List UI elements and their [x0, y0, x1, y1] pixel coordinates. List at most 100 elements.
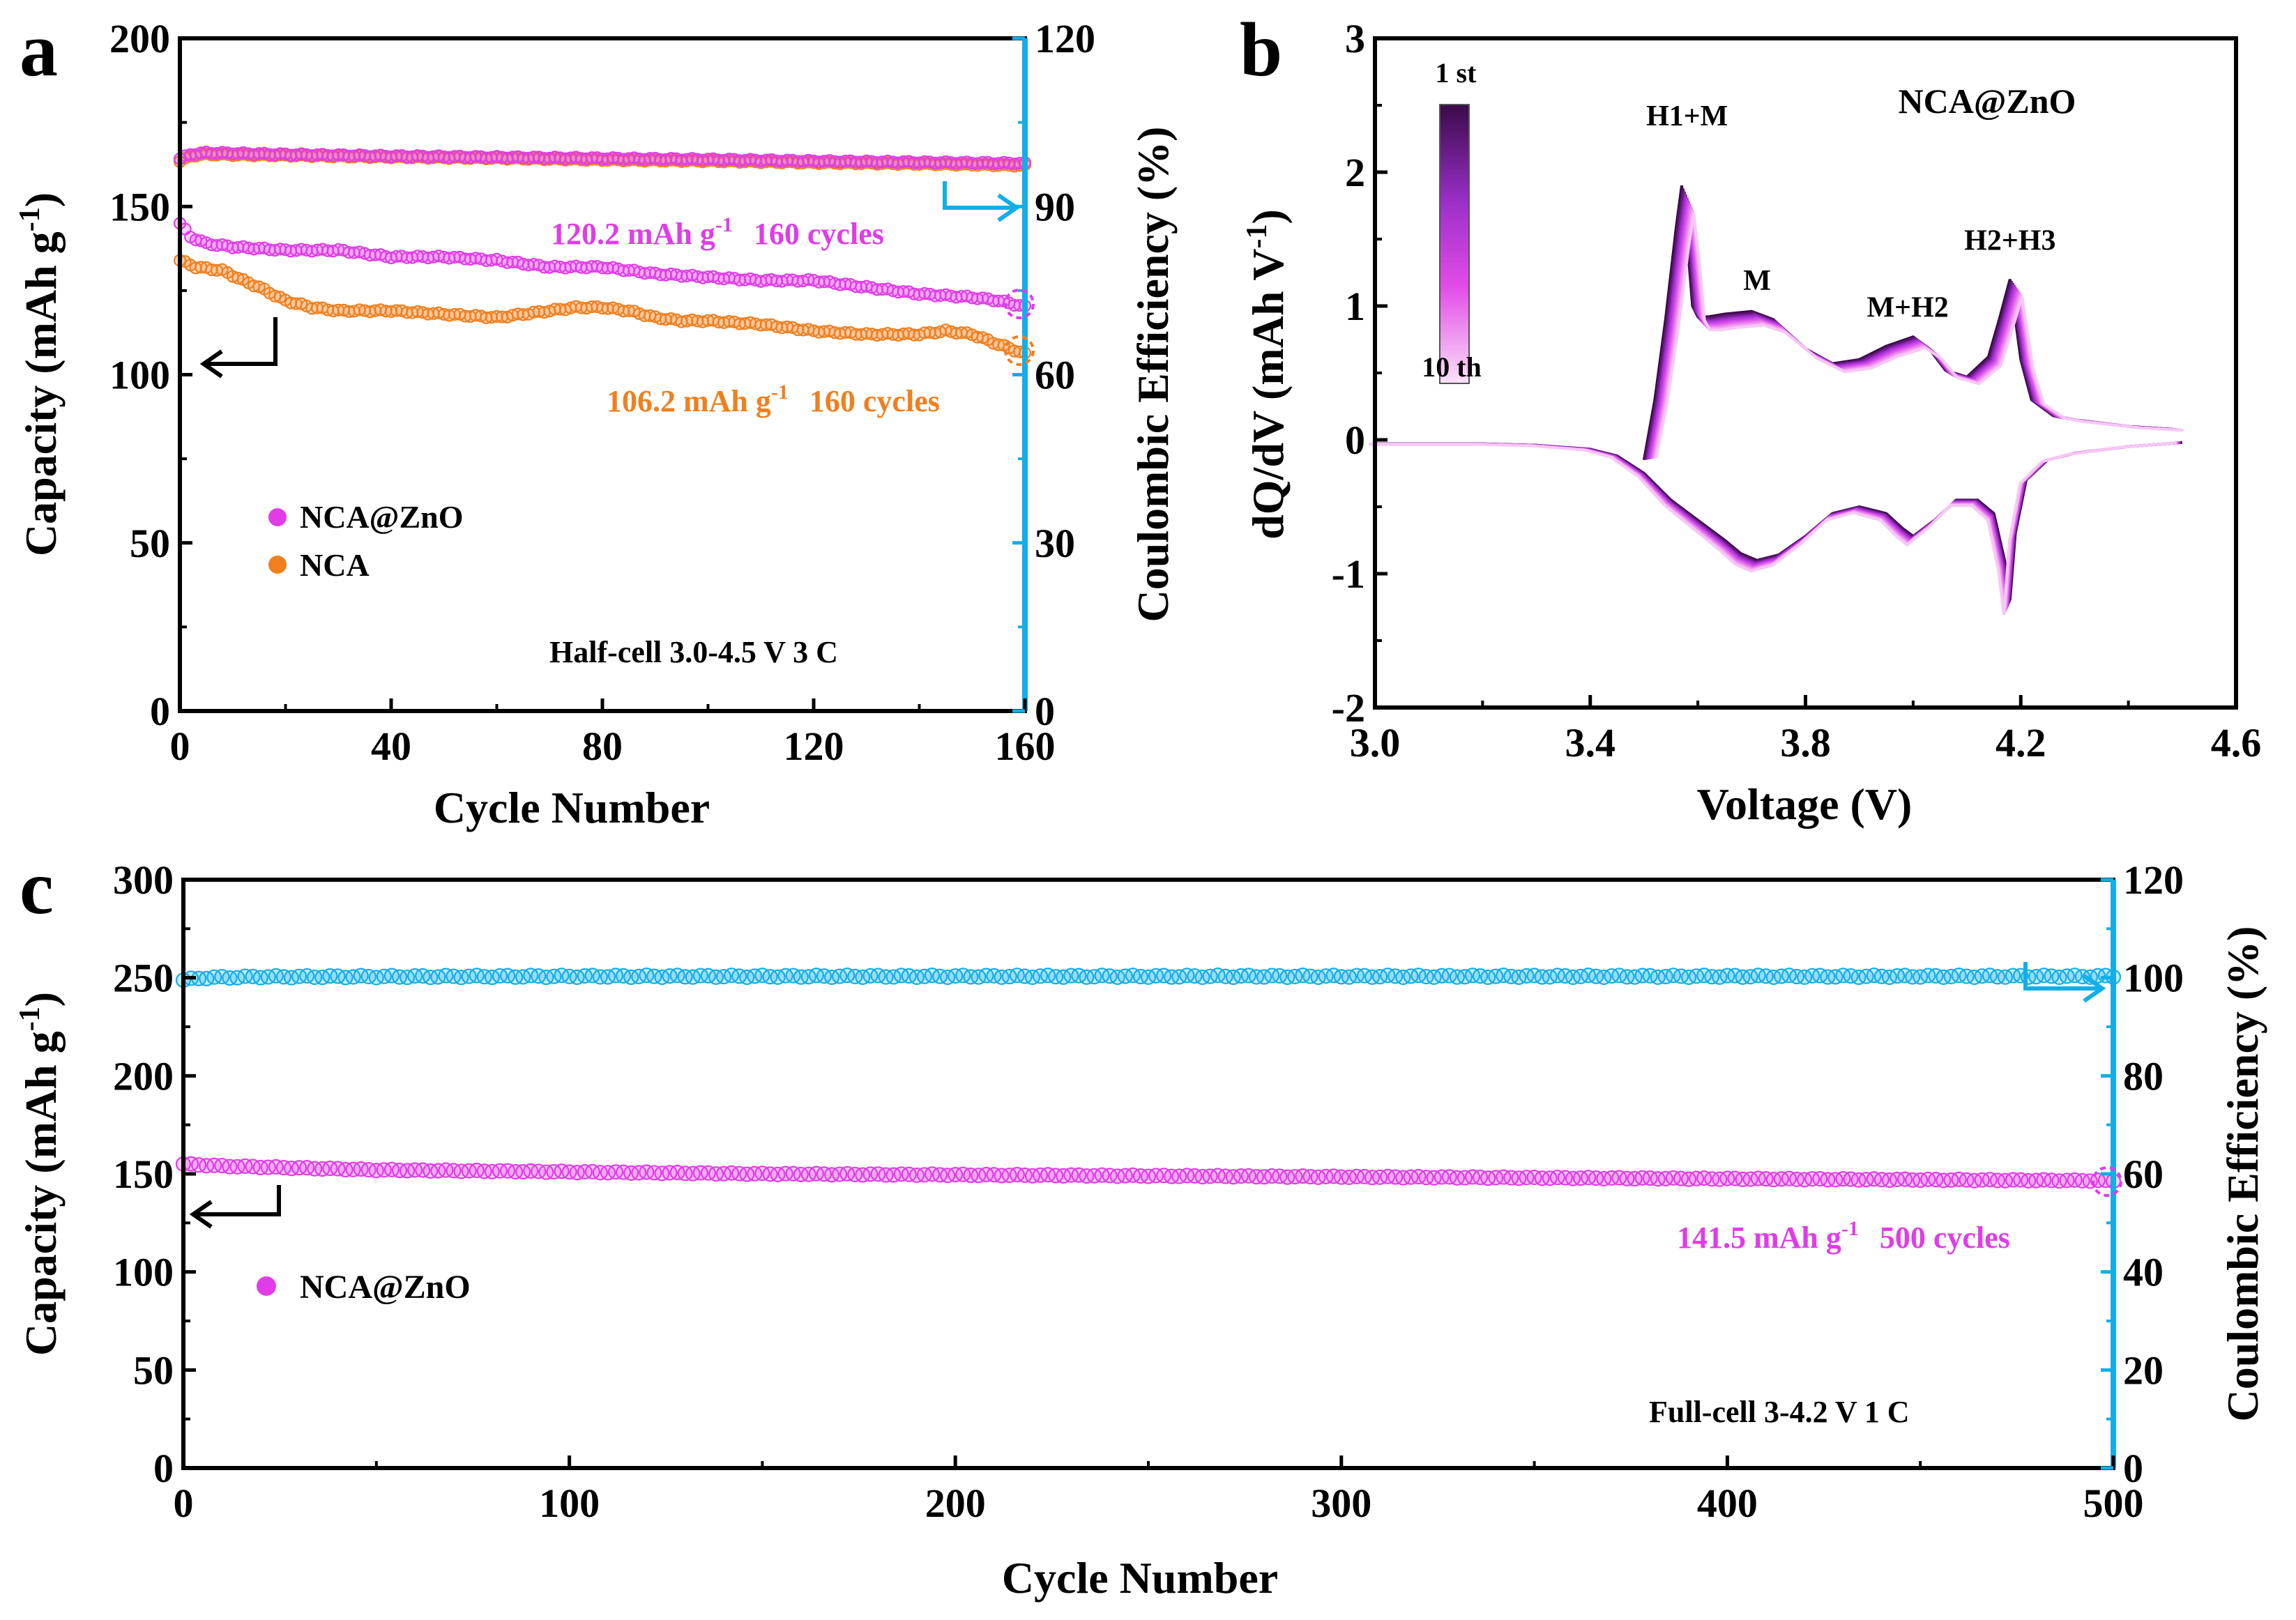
panel-c-legend: NCA@ZnO [257, 1269, 471, 1306]
panel-a-frame [178, 36, 1027, 713]
capacity-point [1627, 1170, 1643, 1187]
panel-a-ylabel: Capacity (mAh g-1) [14, 192, 66, 556]
ce-point [476, 969, 492, 985]
capacity-point [1765, 1172, 1781, 1188]
panel-a-data [173, 145, 1032, 360]
capacity-point [1712, 1171, 1728, 1187]
capacity-point [383, 1161, 400, 1177]
capacity-point [785, 1166, 801, 1182]
capacity-point [1086, 1168, 1102, 1184]
capacity-point [399, 1163, 416, 1179]
ce-point [1217, 968, 1233, 984]
ce-point [646, 968, 662, 984]
panel-c-right-axis-arrow [2023, 962, 2106, 1003]
capacity-point [700, 1165, 716, 1181]
ce-point [2036, 968, 2052, 984]
ce-point [932, 968, 948, 984]
capacity-point [924, 1166, 941, 1182]
capacity-point [353, 1161, 369, 1177]
x-tick-label: 4.2 [1995, 720, 2046, 765]
y-tick-label: 200 [109, 16, 170, 61]
ce-point [1936, 969, 1952, 985]
ce-point [1279, 969, 1295, 985]
capacity-point [1827, 1172, 1843, 1188]
ce-point [1117, 968, 1133, 984]
capacity-point [1951, 1171, 1967, 1187]
x-tick-label: 3.4 [1565, 720, 1616, 765]
colorbar [1439, 104, 1470, 384]
capacity-point [446, 1163, 462, 1179]
x-tick-label: 4.6 [2211, 720, 2262, 765]
panel-c-condition-label: Full-cell 3-4.2 V 1 C [1649, 1395, 1910, 1429]
y-tick-label: 100 [113, 1250, 174, 1295]
colorbar-top-label: 1 st [1436, 57, 1477, 89]
y-tick-label: 100 [109, 353, 170, 398]
capacity-point [1426, 1170, 1442, 1186]
ce-point [1951, 968, 1967, 984]
capacity-point [1673, 1170, 1689, 1186]
capacity-point [1125, 1167, 1141, 1183]
charge-curve-cycle-8 [1652, 206, 2182, 459]
capacity-point [1657, 1170, 1673, 1186]
ce-point [1873, 968, 1890, 984]
legend-marker-nca-zno [268, 508, 287, 526]
y-tick-label: -1 [1332, 551, 1365, 597]
ce-point [461, 968, 477, 984]
y2-tick-label: 0 [1035, 689, 1055, 734]
ce-point [1017, 968, 1033, 984]
capacity-point [2067, 1172, 2083, 1188]
ce-point [847, 968, 863, 984]
legend-marker-nca [268, 556, 287, 574]
capacity-point [1071, 1167, 1087, 1183]
capacity-point [245, 1159, 261, 1175]
panel-a-left-axis-arrow [199, 317, 278, 379]
panel-c: c 0 100 200 300 400 5000501001502002503000204… [14, 845, 2267, 1603]
ce-point [1464, 968, 1481, 984]
panel-a-right-axis-arrow [943, 181, 1021, 222]
capacity-point [1310, 1169, 1326, 1185]
capacity-point [314, 1161, 330, 1177]
legend-label-nca: NCA [300, 547, 370, 583]
charge-curve-cycle-7 [1650, 204, 2180, 459]
panel-b-data [1369, 185, 2184, 616]
legend-label-nca-zno-c: NCA@ZnO [300, 1269, 471, 1306]
capacity-point [1441, 1169, 1457, 1185]
capacity-point [1866, 1171, 1882, 1187]
discharge-curve-cycle-8 [1370, 441, 2178, 612]
y-tick-label: 150 [109, 184, 170, 229]
y-tick-label: 50 [133, 1347, 174, 1393]
capacity-point [839, 1166, 856, 1182]
y2-tick-label: 80 [2123, 1053, 2164, 1099]
x-tick-label: 3.8 [1780, 720, 1831, 765]
discharge-curve-cycle-6 [1371, 441, 2180, 609]
capacity-point [1696, 1170, 1712, 1186]
charge-curve-cycle-9 [1653, 209, 2182, 459]
ce-point [376, 968, 392, 984]
capacity-point [1272, 1168, 1288, 1184]
capacity-point [832, 1166, 848, 1182]
y2-tick-label: 90 [1035, 184, 1075, 229]
y-tick-label: 50 [130, 521, 170, 566]
x-tick-label: 160 [995, 724, 1056, 769]
ce-point [1503, 968, 1519, 984]
capacity-point [1009, 1166, 1025, 1183]
capacity-point [1001, 1167, 1017, 1184]
discharge-curve-cycle-7 [1371, 441, 2179, 611]
ce-point [1689, 968, 1705, 984]
ce-point [1974, 968, 1990, 984]
capacity-point [669, 1164, 685, 1181]
capacity-point [229, 1159, 245, 1175]
capacity-point [569, 1165, 585, 1181]
capacity-point [2051, 1173, 2067, 1189]
y-tick-label: 0 [153, 1446, 174, 1491]
capacity-point [870, 1166, 886, 1182]
capacity-point [1781, 1170, 1797, 1186]
capacity-point [646, 1165, 662, 1181]
capacity-point [616, 1164, 632, 1180]
capacity-point [515, 1163, 531, 1180]
ce-point [639, 968, 655, 984]
y2-tick-label: 40 [2123, 1250, 2164, 1295]
ce-point [1295, 968, 1311, 984]
capacity-point [1997, 1172, 2014, 1189]
